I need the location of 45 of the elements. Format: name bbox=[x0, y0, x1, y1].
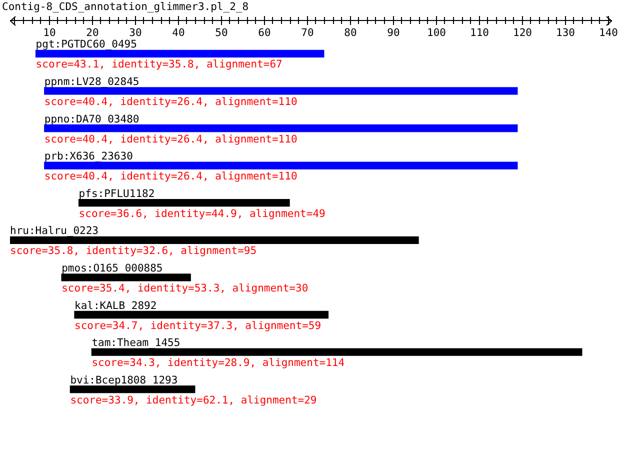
data-label: score=33.9, identity=62.1, alignment=29 bbox=[70, 394, 317, 406]
bar bbox=[10, 236, 419, 244]
bar bbox=[91, 348, 582, 356]
bar bbox=[61, 274, 191, 282]
x-tick-label: 140 bbox=[599, 27, 618, 39]
x-tick-label: 60 bbox=[258, 27, 271, 39]
x-tick-label: 40 bbox=[172, 27, 185, 39]
data-label: score=34.3, identity=28.9, alignment=114 bbox=[92, 357, 345, 370]
x-tick-label: 50 bbox=[215, 27, 228, 39]
data-label: score=40.4, identity=26.4, alignment=110 bbox=[44, 170, 298, 183]
bar bbox=[44, 87, 518, 95]
bar bbox=[44, 162, 518, 170]
data-label: score=43.1, identity=35.8, alignment=67 bbox=[36, 58, 282, 71]
y-tick-label: pgt:PGTDC60_0495 bbox=[36, 38, 137, 51]
x-tick-label: 80 bbox=[344, 27, 357, 39]
bar bbox=[78, 199, 290, 207]
bar bbox=[35, 50, 324, 58]
x-tick-label: 100 bbox=[427, 27, 446, 39]
x-tick-label: 10 bbox=[43, 27, 56, 39]
y-tick-label: kal:KALB_2892 bbox=[74, 300, 157, 312]
y-tick-label: bvi:Bcep1808_1293 bbox=[70, 374, 178, 386]
data-label: score=34.7, identity=37.3, alignment=59 bbox=[74, 320, 322, 332]
chart-title: Contig-8_CDS_annotation_glimmer3.pl_2_8 bbox=[2, 1, 249, 13]
data-label: score=40.4, identity=26.4, alignment=110 bbox=[44, 96, 298, 108]
data-label: score=35.4, identity=53.3, alignment=30 bbox=[62, 282, 308, 294]
x-tick-label: 70 bbox=[301, 27, 314, 39]
bar bbox=[44, 124, 518, 132]
y-tick-label: hru:Halru_0223 bbox=[10, 225, 99, 238]
y-tick-label: prb:X636_23630 bbox=[44, 150, 133, 163]
x-tick-label: 110 bbox=[470, 27, 489, 39]
x-tick-label: 120 bbox=[513, 27, 532, 39]
x-tick-label: 90 bbox=[387, 27, 400, 39]
x-tick-label: 20 bbox=[86, 27, 99, 39]
x-tick-label: 130 bbox=[556, 27, 575, 39]
y-tick-label: pmos:O165_000885 bbox=[62, 262, 163, 274]
bar bbox=[70, 386, 196, 394]
data-label: score=40.4, identity=26.4, alignment=110 bbox=[44, 133, 298, 146]
data-label: score=36.6, identity=44.9, alignment=49 bbox=[78, 208, 326, 220]
y-tick-label: ppnm:LV28_02845 bbox=[44, 76, 140, 88]
y-tick-label: pfs:PFLU1182 bbox=[78, 188, 155, 200]
y-tick-label: tam:Theam_1455 bbox=[92, 337, 180, 350]
data-label: score=35.8, identity=32.6, alignment=95 bbox=[10, 245, 257, 258]
bar bbox=[74, 310, 329, 319]
y-tick-label: ppno:DA70_03480 bbox=[44, 113, 140, 126]
x-tick-label: 30 bbox=[129, 27, 142, 39]
